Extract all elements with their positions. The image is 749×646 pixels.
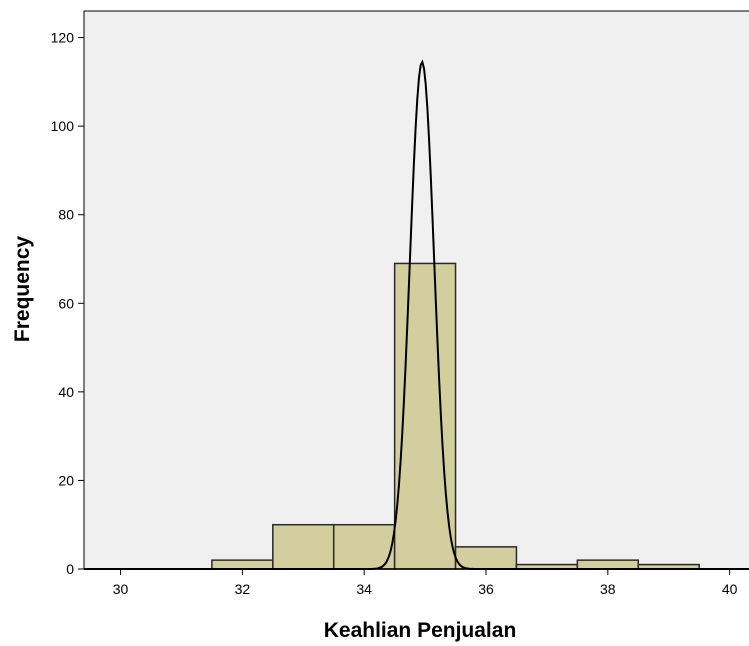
ticks-layer: 30 32 34 36 38 40 0 20 40 60 80 100 120 (51, 30, 738, 597)
histogram-bar (576, 559, 640, 570)
y-tick-label: 40 (58, 384, 74, 400)
y-tick-label: 100 (51, 118, 75, 134)
bars-layer (211, 262, 700, 570)
histogram-bar (454, 546, 518, 570)
histogram-bar (272, 523, 335, 570)
x-tick-label: 36 (478, 581, 494, 597)
y-tick-label: 80 (58, 207, 74, 223)
x-axis-title: Keahlian Penjualan (324, 619, 517, 642)
y-tick-label: 120 (51, 30, 75, 46)
y-tick-label: 60 (58, 295, 74, 311)
histogram-bar (211, 559, 274, 570)
x-tick-label: 34 (356, 581, 372, 597)
x-tick-label: 40 (722, 581, 738, 597)
x-tick-label: 38 (600, 581, 616, 597)
y-tick-label: 0 (66, 561, 74, 577)
y-axis-title: Frequency (11, 236, 34, 343)
histogram-bar (393, 262, 457, 570)
y-tick-label: 20 (58, 472, 74, 488)
x-tick-label: 32 (235, 581, 251, 597)
x-tick-label: 30 (113, 581, 129, 597)
